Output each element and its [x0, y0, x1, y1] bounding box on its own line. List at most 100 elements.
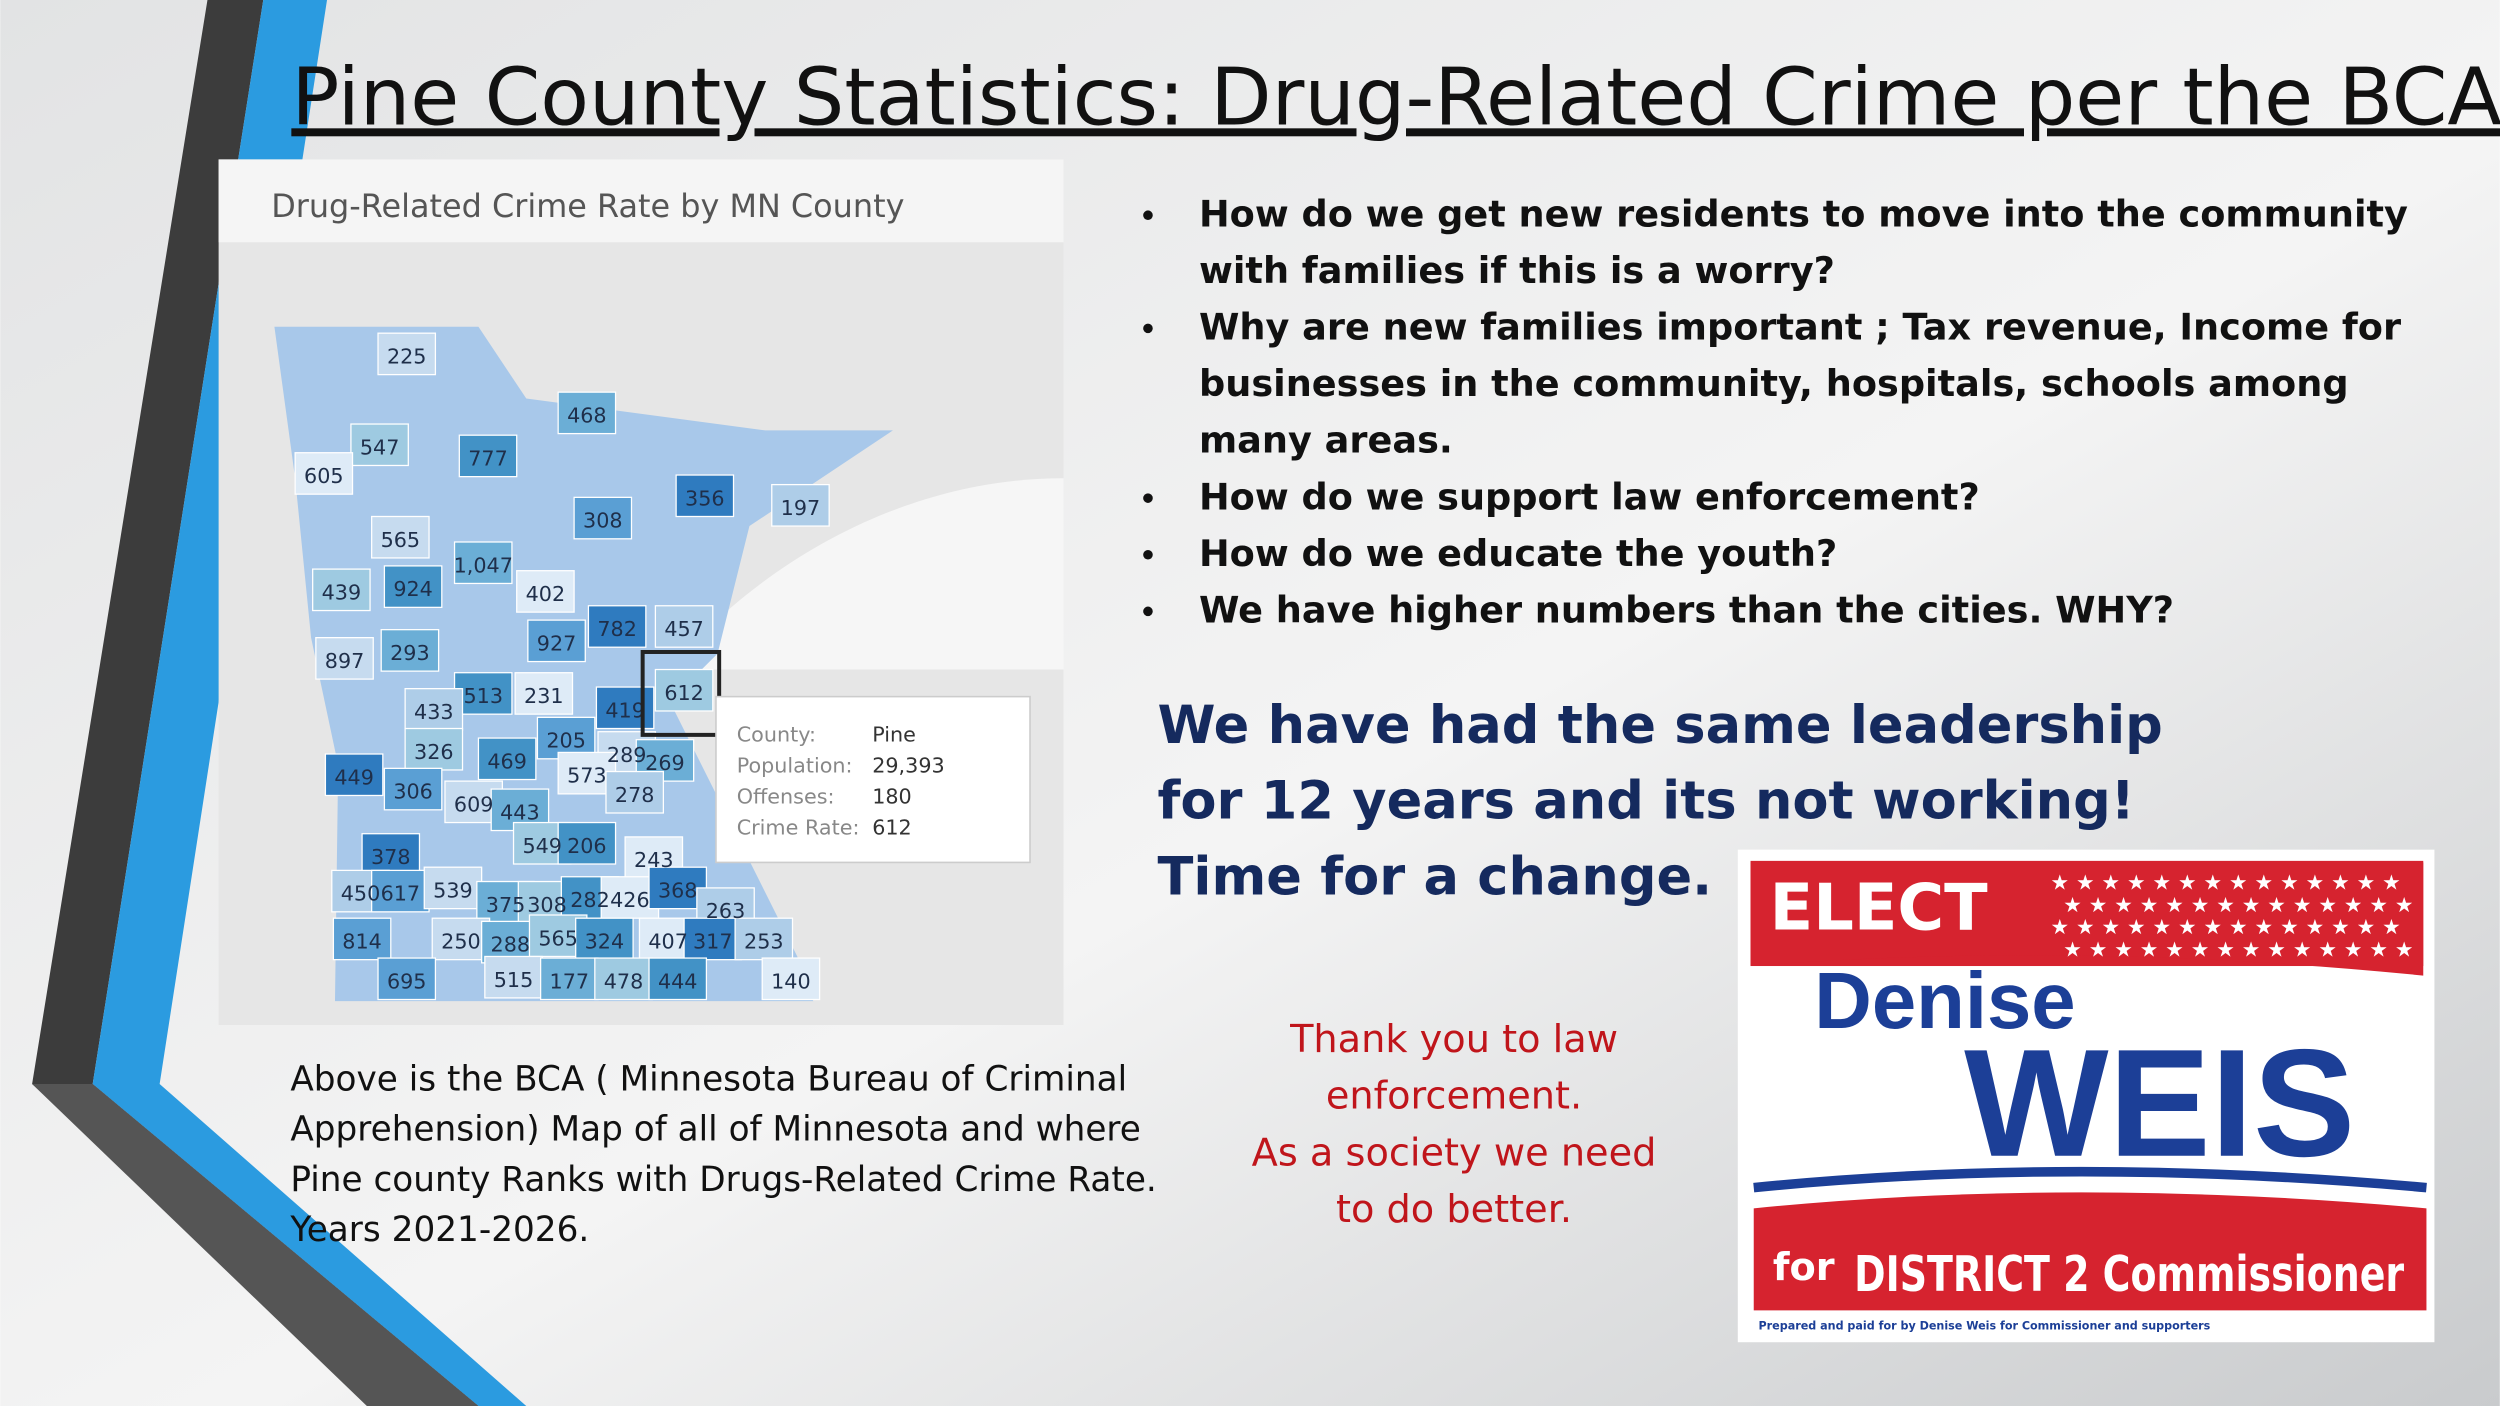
star: ★	[2191, 893, 2210, 917]
county-label: 306	[393, 780, 433, 804]
lake	[669, 478, 1064, 670]
star: ★	[2102, 915, 2121, 939]
star: ★	[2089, 937, 2108, 961]
county-label: 547	[360, 435, 400, 459]
county	[404, 688, 464, 731]
county-label: 814	[342, 929, 382, 953]
county-label: 478	[604, 969, 644, 993]
star: ★	[2331, 871, 2350, 895]
star: ★	[2395, 893, 2414, 917]
tooltip	[715, 695, 1031, 864]
county	[514, 672, 574, 715]
county	[575, 917, 634, 961]
star: ★	[2331, 915, 2350, 939]
tooltip-key: County:	[737, 722, 816, 746]
county-label: 308	[527, 893, 567, 917]
decor-blue	[92, 0, 527, 1406]
county-label: 378	[371, 845, 411, 869]
tooltip-key: Crime Rate:	[737, 816, 860, 840]
county-label: 565	[381, 528, 421, 552]
county-label: 450	[341, 882, 381, 906]
county-label: 433	[414, 700, 454, 724]
county-label: 573	[567, 764, 607, 788]
bullet-dot	[1143, 323, 1153, 334]
star: ★	[2140, 893, 2159, 917]
county-label: 197	[781, 496, 821, 520]
campaign-sign: ★ ★ ★ ★ ★ ★ ★ ★ ★ ★ ★ ★ ★ ★★ ★ ★ ★ ★ ★ ★ ★ ★ ★ ★ ★ ★ ★★ ★ ★ ★ ★ ★ ★ ★ ★ ★ ★ ★…	[1737, 849, 2435, 1343]
county-label: 308	[583, 509, 623, 533]
county-label: 269	[645, 751, 685, 775]
bullet-text: How do we get new residents to move into…	[1199, 192, 2408, 235]
county-label: 469	[487, 749, 527, 773]
county-label: 317	[693, 929, 733, 953]
decor-dark	[32, 0, 479, 1406]
sign-first: Denise	[1814, 956, 2075, 1045]
state-shape	[274, 326, 893, 1002]
county-label: 243	[634, 848, 674, 872]
callout-line: for 12 years and its not working!	[1158, 771, 2135, 832]
star: ★	[2076, 871, 2095, 895]
bullet-text: with families if this is a worry?	[1199, 249, 1835, 292]
star: ★	[2293, 893, 2312, 917]
county-label: 897	[325, 649, 365, 673]
county	[648, 957, 708, 1001]
star: ★	[2140, 937, 2159, 961]
map-title: Drug-Related Crime Rate by MN County	[271, 187, 904, 225]
star: ★	[2191, 937, 2210, 961]
caption-line: Apprehension) Map of all of Minnesota an…	[290, 1110, 1141, 1150]
county-label: 253	[744, 929, 784, 953]
county	[377, 957, 437, 1001]
star: ★	[2204, 915, 2223, 939]
county	[683, 917, 743, 961]
county-label: 924	[393, 577, 433, 601]
star: ★	[2127, 915, 2146, 939]
star: ★	[2216, 937, 2235, 961]
county	[404, 727, 464, 771]
county-label: 609	[454, 792, 494, 816]
county	[527, 619, 586, 663]
thanks-line: As a society we need	[1252, 1130, 1657, 1175]
star: ★	[2178, 871, 2197, 895]
sign-bottom	[1753, 1192, 2427, 1311]
sign-last: WEIS	[1964, 1018, 2355, 1189]
county	[557, 391, 617, 435]
star: ★	[2306, 915, 2325, 939]
county	[383, 565, 443, 608]
county	[383, 767, 443, 811]
county	[453, 541, 513, 585]
slide-title: Pine County Statistics: Drug-Related Cri…	[291, 50, 2500, 143]
star: ★	[2306, 871, 2325, 895]
star: ★	[2102, 871, 2121, 895]
county-label: 605	[304, 464, 344, 488]
bullet-dot	[1143, 493, 1153, 503]
county	[484, 955, 543, 999]
bullet-text: How do we educate the youth?	[1199, 532, 1837, 575]
star: ★	[2255, 871, 2274, 895]
county-label: 1,047	[454, 553, 513, 577]
star: ★	[2242, 937, 2261, 961]
county	[761, 957, 821, 1001]
county-label: 288	[491, 933, 531, 957]
tooltip-key: Offenses:	[737, 784, 835, 808]
county-label: 449	[334, 765, 374, 789]
star: ★	[2114, 937, 2133, 961]
county	[324, 753, 384, 797]
tooltip-value: 29,393	[872, 753, 945, 777]
star: ★	[2178, 915, 2197, 939]
star: ★	[2382, 871, 2401, 895]
county	[573, 496, 633, 540]
county-label: 177	[550, 969, 590, 993]
county	[557, 821, 617, 865]
star: ★	[2318, 893, 2337, 917]
star: ★	[2063, 937, 2082, 961]
star: ★	[2089, 893, 2108, 917]
county	[734, 917, 794, 961]
caption-line: Pine county Ranks with Drugs-Related Cri…	[290, 1160, 1156, 1200]
caption-line: Years 2021-2026.	[289, 1210, 589, 1250]
thanks-line: enforcement.	[1326, 1074, 1582, 1119]
decor-dark-lower	[32, 1083, 479, 1406]
county-label: 927	[537, 631, 577, 655]
county	[453, 672, 513, 715]
tooltip-value: 612	[872, 816, 912, 840]
